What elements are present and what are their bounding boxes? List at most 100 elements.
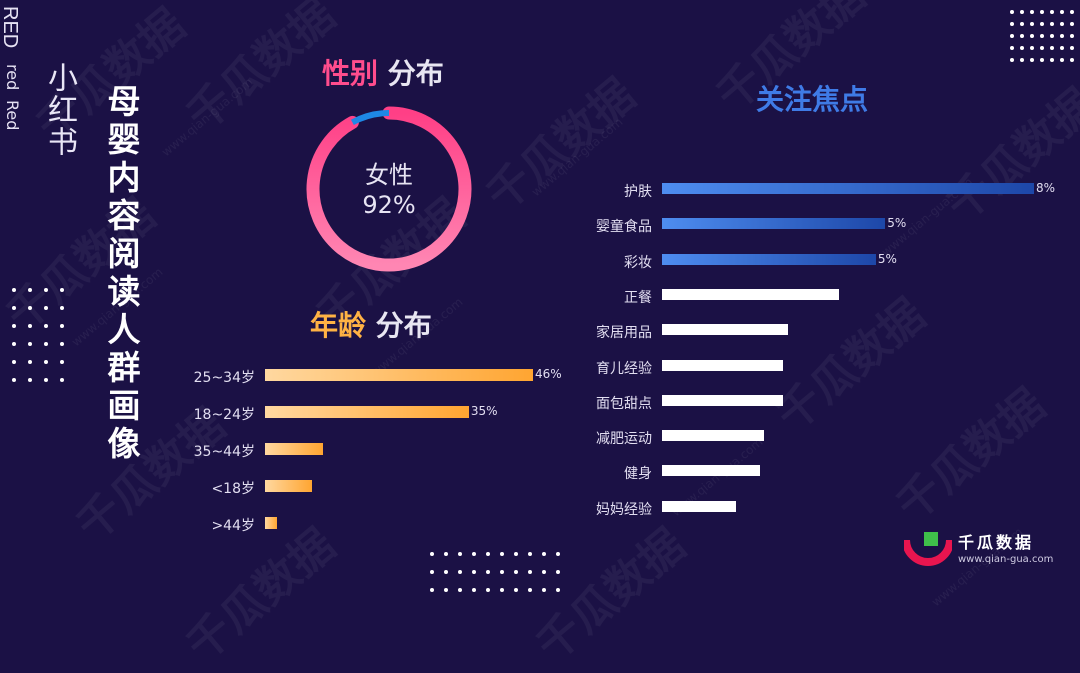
dot	[514, 588, 518, 592]
dot	[1010, 22, 1014, 26]
dot	[1060, 22, 1064, 26]
page-title: 母婴内容阅读人群画像	[102, 84, 141, 464]
gender-center-value: 92%	[362, 191, 416, 219]
dot-grid-left	[12, 288, 64, 382]
dot	[444, 588, 448, 592]
brand-en-3: Red	[3, 100, 22, 131]
gender-center-label: 女性 92%	[301, 160, 477, 220]
bar-data-label: 35%	[470, 404, 498, 418]
bar-category-label: 18~24岁	[193, 407, 255, 423]
dot	[60, 288, 64, 292]
dot	[556, 552, 560, 556]
dot	[556, 570, 560, 574]
dot	[28, 378, 32, 382]
bar	[265, 443, 324, 455]
bar-category-label: 婴童食品	[596, 219, 652, 236]
dot	[1010, 34, 1014, 38]
dot	[542, 552, 546, 556]
bar-category-label: 35~44岁	[193, 444, 255, 460]
bar	[662, 253, 876, 265]
dot	[472, 552, 476, 556]
age-title-rest: 分布	[366, 309, 432, 342]
dot	[458, 552, 462, 556]
brand-en-stack: RED	[0, 6, 26, 48]
watermark-text: 千瓜数据	[887, 379, 1055, 532]
dot	[1020, 34, 1024, 38]
dot	[1040, 22, 1044, 26]
dot	[12, 324, 16, 328]
dot	[430, 588, 434, 592]
focus-title: 关注焦点	[756, 83, 869, 116]
dot	[528, 570, 532, 574]
watermark-url: www.qian-gua.com	[158, 74, 256, 160]
dot	[542, 570, 546, 574]
bar-category-label: 正餐	[624, 289, 652, 306]
logo-name: 千瓜数据	[958, 533, 1035, 552]
dot	[28, 324, 32, 328]
dot	[12, 288, 16, 292]
logo-url: www.qian-gua.com	[958, 554, 1054, 565]
dot	[1030, 58, 1034, 62]
qiangua-logo-icon	[904, 532, 952, 566]
dot	[430, 570, 434, 574]
dot-grid-bottom	[430, 552, 560, 592]
gender-title-rest: 分布	[378, 57, 444, 90]
dot	[1040, 58, 1044, 62]
dot	[44, 360, 48, 364]
dot	[12, 378, 16, 382]
bar	[662, 324, 788, 336]
dot	[60, 360, 64, 364]
dot	[556, 588, 560, 592]
dot	[1050, 10, 1054, 14]
dot	[1020, 10, 1024, 14]
dot	[444, 570, 448, 574]
dot	[500, 570, 504, 574]
donut-slice-female	[306, 106, 472, 272]
dot	[28, 306, 32, 310]
dot	[1050, 58, 1054, 62]
bar	[662, 430, 765, 442]
dot	[1070, 46, 1074, 50]
bar	[265, 517, 277, 529]
dot	[1060, 46, 1064, 50]
bar-category-label: 育儿经验	[596, 360, 652, 377]
watermark-text: 千瓜数据	[767, 289, 935, 442]
watermark-text: 千瓜数据	[477, 69, 645, 222]
bar-category-label: 减肥运动	[596, 431, 652, 448]
age-title: 年龄 分布	[310, 304, 432, 344]
bar	[265, 480, 312, 492]
gender-title-accent: 性别	[322, 57, 379, 90]
dot	[28, 288, 32, 292]
age-title-accent: 年龄	[310, 309, 367, 342]
dot	[1070, 58, 1074, 62]
dot	[1070, 22, 1074, 26]
dot	[528, 552, 532, 556]
dot	[500, 552, 504, 556]
bar-data-label: 46%	[535, 367, 562, 381]
bar	[662, 359, 783, 371]
dot	[1030, 34, 1034, 38]
dot	[1040, 34, 1044, 38]
dot	[472, 570, 476, 574]
dot	[1060, 34, 1064, 38]
dot	[1010, 58, 1014, 62]
dot	[1040, 10, 1044, 14]
bar	[662, 465, 760, 477]
bar-data-label: 8%	[1036, 181, 1056, 195]
bar	[662, 394, 783, 406]
dot	[444, 552, 448, 556]
gender-donut	[306, 106, 472, 272]
dot	[486, 570, 490, 574]
dot	[1050, 22, 1054, 26]
dot	[12, 360, 16, 364]
dot	[44, 306, 48, 310]
dot	[60, 378, 64, 382]
bar-category-label: 家居用品	[596, 325, 652, 342]
dot	[44, 324, 48, 328]
gender-center-category: 女性	[365, 161, 413, 189]
dot	[44, 378, 48, 382]
dot	[60, 306, 64, 310]
dot	[1010, 10, 1014, 14]
bar	[662, 218, 886, 230]
dot	[1070, 10, 1074, 14]
